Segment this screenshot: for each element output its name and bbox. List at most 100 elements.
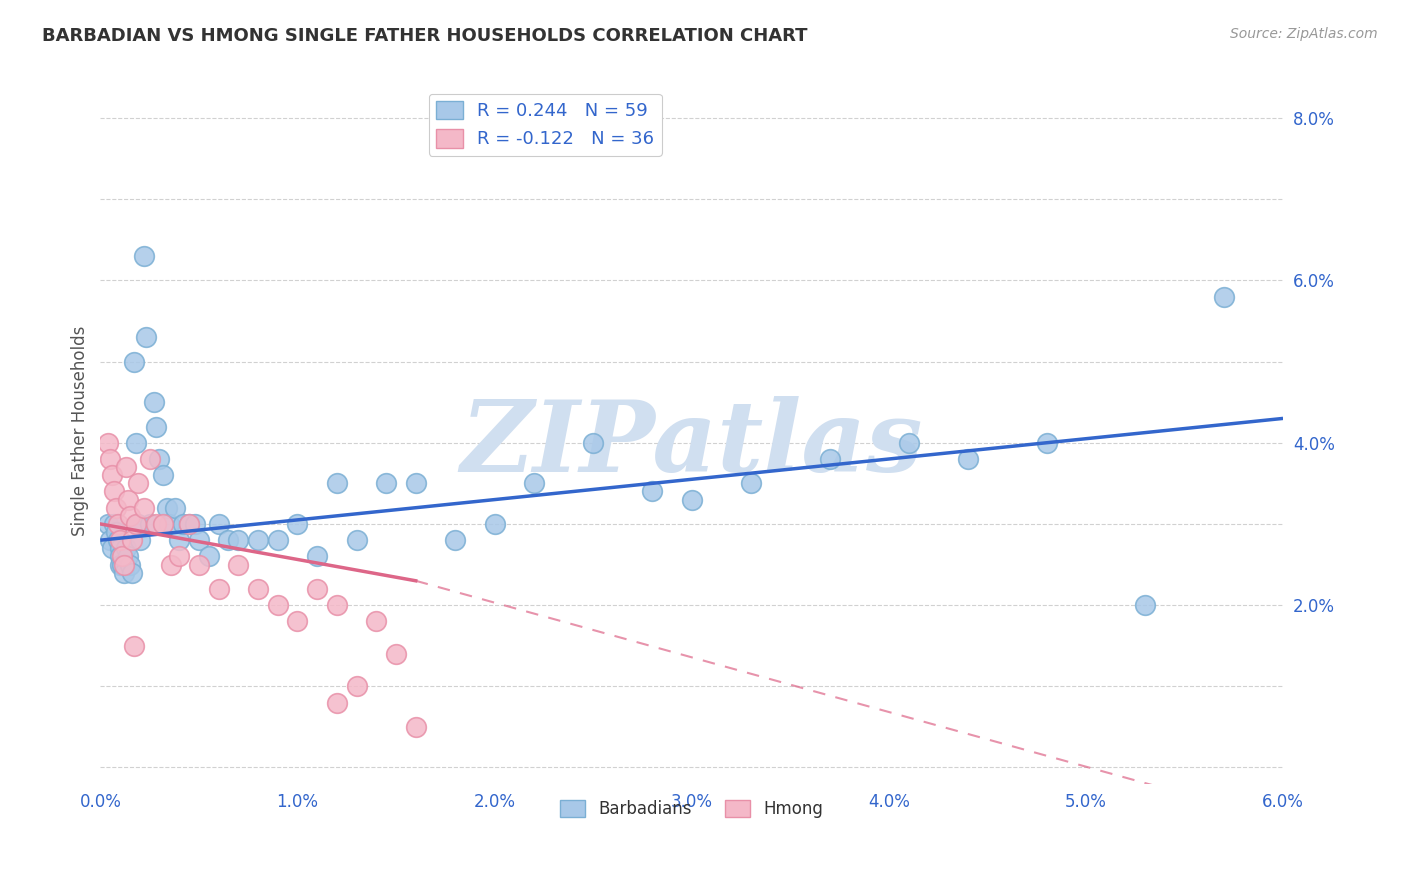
Point [157,516,180,531]
Point [326,598,349,612]
Point [523,476,546,491]
Point [641,484,664,499]
Point [187,558,209,572]
Point [107,516,129,531]
Point [145,516,167,531]
Point [103,484,125,499]
Point [287,516,309,531]
Point [112,566,135,580]
Point [97,435,120,450]
Text: BARBADIAN VS HMONG SINGLE FATHER HOUSEHOLDS CORRELATION CHART: BARBADIAN VS HMONG SINGLE FATHER HOUSEHO… [42,27,807,45]
Point [167,549,190,564]
Point [267,533,290,548]
Point [132,249,155,263]
Point [122,639,145,653]
Point [128,533,150,548]
Point [165,500,187,515]
Point [484,516,506,531]
Point [956,452,979,467]
Point [228,558,250,572]
Point [125,516,148,531]
Point [97,516,120,531]
Point [218,533,240,548]
Point [187,533,209,548]
Point [145,419,167,434]
Point [207,516,229,531]
Point [444,533,467,548]
Point [111,549,134,564]
Point [105,524,128,539]
Point [98,452,121,467]
Point [375,476,398,491]
Point [405,476,427,491]
Point [127,516,149,531]
Point [98,533,121,548]
Point [101,468,124,483]
Point [142,395,165,409]
Point [405,720,427,734]
Point [1133,598,1156,612]
Point [177,516,200,531]
Point [115,460,138,475]
Point [121,533,143,548]
Point [118,558,141,572]
Point [184,516,207,531]
Point [267,598,290,612]
Point [138,452,160,467]
Point [101,541,124,556]
Point [108,533,131,548]
Legend: Barbadians, Hmong: Barbadians, Hmong [554,793,830,825]
Point [111,558,134,572]
Point [740,476,762,491]
Point [117,492,139,507]
Point [105,500,128,515]
Point [152,516,174,531]
Point [122,354,145,368]
Point [152,468,174,483]
Point [108,549,131,564]
Point [177,516,200,531]
Point [156,500,179,515]
Point [385,647,408,661]
Point [1035,435,1057,450]
Text: Source: ZipAtlas.com: Source: ZipAtlas.com [1230,27,1378,41]
Point [121,566,143,580]
Point [346,679,368,693]
Point [287,615,309,629]
Point [167,533,190,548]
Point [897,435,920,450]
Point [108,558,131,572]
Point [366,615,388,629]
Point [127,476,149,491]
Point [326,696,349,710]
Point [160,558,183,572]
Point [107,533,129,548]
Point [228,533,250,548]
Point [112,558,135,572]
Point [172,516,194,531]
Point [818,452,841,467]
Point [125,435,148,450]
Point [132,500,155,515]
Point [197,549,219,564]
Point [247,582,270,596]
Point [326,476,349,491]
Point [135,330,157,344]
Point [108,541,131,556]
Point [1212,290,1234,304]
Point [138,516,160,531]
Point [103,516,125,531]
Point [681,492,703,507]
Point [207,582,229,596]
Point [307,549,329,564]
Point [148,452,170,467]
Point [582,435,605,450]
Text: ZIPatlas: ZIPatlas [461,396,922,493]
Point [247,533,270,548]
Point [307,582,329,596]
Y-axis label: Single Father Households: Single Father Households [72,326,89,536]
Point [346,533,368,548]
Point [115,541,138,556]
Point [117,549,139,564]
Point [118,508,141,523]
